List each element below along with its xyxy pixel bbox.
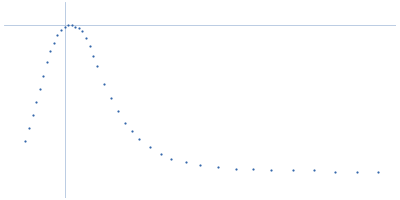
Point	[54, 33, 61, 36]
Point	[26, 126, 32, 129]
Point	[197, 164, 203, 167]
Point	[158, 152, 164, 156]
Point	[168, 157, 175, 160]
Point	[36, 87, 43, 90]
Point	[354, 170, 360, 173]
Point	[47, 49, 54, 53]
Point	[232, 167, 239, 170]
Point	[40, 74, 46, 77]
Point	[61, 25, 68, 28]
Point	[79, 30, 86, 33]
Point	[147, 146, 153, 149]
Point	[375, 170, 381, 173]
Point	[136, 138, 143, 141]
Point	[250, 167, 257, 170]
Point	[22, 139, 28, 142]
Point	[182, 160, 189, 164]
Point	[65, 23, 71, 26]
Point	[68, 23, 75, 26]
Point	[44, 61, 50, 64]
Point	[51, 41, 57, 44]
Point	[311, 169, 317, 172]
Point	[86, 44, 93, 48]
Point	[94, 64, 100, 67]
Point	[100, 82, 107, 85]
Point	[83, 36, 89, 40]
Point	[290, 169, 296, 172]
Point	[108, 97, 114, 100]
Point	[76, 27, 82, 30]
Point	[332, 170, 339, 173]
Point	[115, 110, 121, 113]
Point	[58, 28, 64, 31]
Point	[268, 169, 274, 172]
Point	[215, 165, 221, 169]
Point	[129, 129, 136, 133]
Point	[72, 25, 78, 28]
Point	[29, 113, 36, 116]
Point	[33, 100, 39, 103]
Point	[122, 121, 128, 124]
Point	[90, 54, 96, 58]
